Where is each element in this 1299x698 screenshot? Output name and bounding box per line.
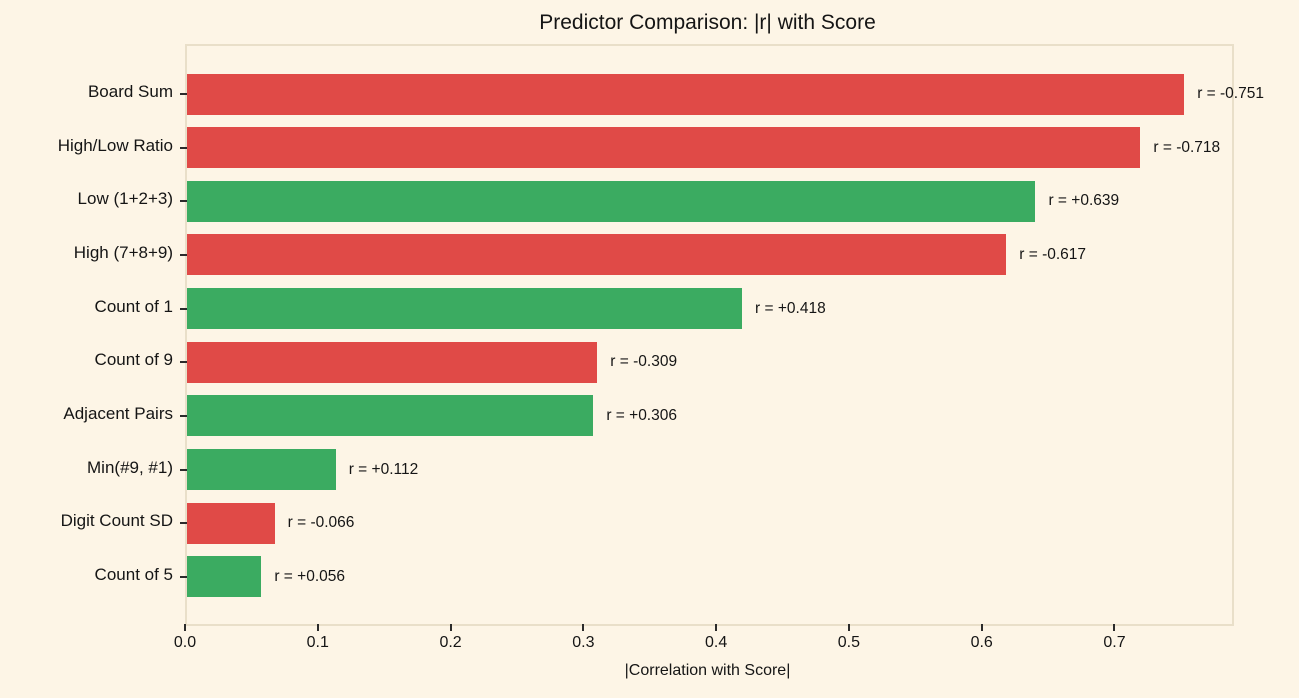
x-tick-mark <box>980 624 983 631</box>
y-tick-mark <box>180 361 187 364</box>
y-category-label-count-of-9: Count of 9 <box>94 350 173 370</box>
bar-value-label-board-sum: r = -0.751 <box>1197 85 1264 102</box>
bar-digit-count-sd <box>187 502 275 544</box>
x-tick-label-0.2: 0.2 <box>439 634 462 651</box>
x-tick-mark <box>1113 624 1116 631</box>
y-tick-mark <box>180 93 187 95</box>
y-tick-mark <box>180 307 187 310</box>
bar-count-of-5 <box>187 556 262 598</box>
y-category-label-count-of-5: Count of 5 <box>94 564 173 584</box>
x-tick-mark <box>847 624 850 631</box>
x-tick-label-0.7: 0.7 <box>1103 634 1126 651</box>
bar-value-label-adjacent-pairs: r = +0.306 <box>606 406 677 424</box>
bar-value-label-high-7-8-9: r = -0.617 <box>1019 245 1087 263</box>
y-tick-mark <box>180 200 187 203</box>
y-tick-mark <box>180 575 187 578</box>
x-tick-label-0.4: 0.4 <box>705 634 728 651</box>
x-tick-label-0.5: 0.5 <box>837 634 861 651</box>
bar-low-1-2-3 <box>187 180 1036 222</box>
x-tick-mark <box>449 624 452 631</box>
bar-value-label-digit-count-sd: r = -0.066 <box>287 514 355 532</box>
x-tick-mark <box>316 624 319 631</box>
y-category-label-high-low-ratio: High/Low Ratio <box>57 135 173 155</box>
x-axis: 0.0 0.1 0.2 0.3 0.4 0.5 0.6 0.7 <box>174 624 1230 664</box>
bar-value-label-min-9-1: r = +0.112 <box>348 460 419 478</box>
plot-area: r = -0.751 r = -0.718 r = +0.639 r = -0.617… <box>180 44 1264 626</box>
x-axis-title: |Correlation with Score| <box>624 662 791 679</box>
x-tick-label-0.6: 0.6 <box>970 634 993 651</box>
chart-title: Predictor Comparison: |r| with Score <box>539 11 876 34</box>
y-category-label-digit-count-sd: Digit Count SD <box>60 511 173 531</box>
x-tick-label-0.1: 0.1 <box>306 634 329 651</box>
y-tick-mark <box>180 146 187 149</box>
y-category-label-low-1-2-3: Low (1+2+3) <box>77 189 173 209</box>
x-tick-mark <box>715 624 718 631</box>
y-category-label-min-9-1: Min(#9, #1) <box>87 457 173 477</box>
x-tick-label-0.3: 0.3 <box>572 634 595 651</box>
bar-high-7-8-9 <box>187 234 1007 276</box>
bar-count-of-1 <box>187 288 743 330</box>
bar-board-sum <box>187 73 1185 115</box>
bar-min-9-1 <box>187 449 336 491</box>
y-category-label-board-sum: Board Sum <box>87 82 173 101</box>
x-tick-label-0.0: 0.0 <box>173 634 197 651</box>
y-tick-mark <box>180 253 187 256</box>
x-tick-mark <box>184 624 186 631</box>
y-category-label-high-7-8-9: High (7+8+9) <box>73 242 173 262</box>
bar-value-label-high-low-ratio: r = -0.718 <box>1153 138 1221 156</box>
y-tick-mark <box>180 522 187 525</box>
y-axis-labels: Board Sum High/Low Ratio Low (1+2+3) High (… <box>0 44 173 622</box>
y-category-label-adjacent-pairs: Adjacent Pairs <box>63 403 173 423</box>
bar-high-low-ratio <box>187 127 1141 169</box>
bar-value-label-count-of-5: r = +0.056 <box>274 567 346 585</box>
bar-value-label-count-of-9: r = -0.309 <box>610 353 678 371</box>
y-tick-mark <box>180 468 187 471</box>
bar-count-of-9 <box>187 341 598 383</box>
y-tick-mark <box>180 414 187 417</box>
y-category-label-count-of-1: Count of 1 <box>94 296 173 316</box>
bar-value-label-count-of-1: r = +0.418 <box>755 299 826 317</box>
x-tick-mark <box>582 624 585 631</box>
bar-value-label-low-1-2-3: r = +0.639 <box>1048 192 1120 210</box>
bar-adjacent-pairs <box>187 395 594 437</box>
